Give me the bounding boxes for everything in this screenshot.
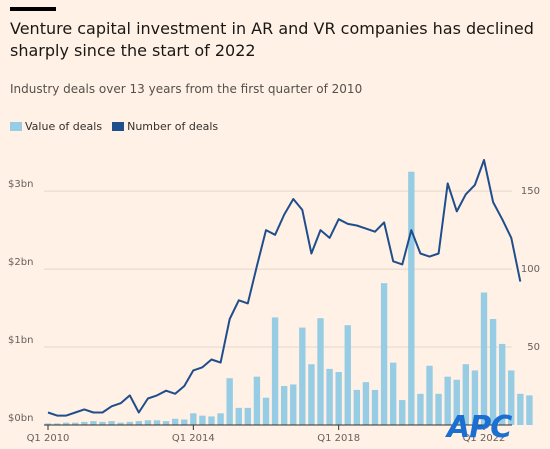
bar (526, 395, 533, 425)
y-right-tick-label: 150 (521, 186, 540, 197)
bar (317, 318, 324, 425)
bar (498, 343, 506, 425)
y-right-tick-label: 100 (521, 264, 540, 275)
bar (335, 372, 342, 425)
bar (44, 423, 52, 425)
bar (72, 422, 79, 425)
bar (217, 413, 224, 425)
bar (208, 416, 215, 425)
x-tick-label: Q1 2018 (317, 433, 360, 444)
x-tick-label: Q1 2014 (172, 433, 215, 444)
bar (162, 421, 170, 425)
legend-swatch-value (10, 122, 22, 131)
bar (353, 389, 361, 425)
y-left-tick-label: $1bn (8, 335, 33, 346)
bar (262, 397, 270, 425)
bar (389, 362, 397, 425)
bar (135, 421, 143, 425)
chart-subtitle: Industry deals over 13 years from the fi… (10, 82, 363, 96)
x-tick-label: Q1 2010 (27, 433, 70, 444)
bar (244, 407, 252, 425)
bar (99, 421, 106, 425)
bar (53, 423, 61, 425)
bar (480, 292, 488, 425)
bar (517, 393, 524, 425)
bar (453, 379, 460, 425)
bar (399, 400, 406, 425)
bar (489, 319, 497, 425)
bar-series-value (44, 171, 533, 425)
y-left-tick-label: $2bn (8, 257, 33, 268)
legend: Value of deals Number of deals (10, 120, 218, 133)
bar (271, 317, 279, 425)
bar (371, 389, 379, 425)
bar (426, 365, 433, 425)
bar (144, 420, 152, 425)
bar (308, 364, 315, 425)
bar (299, 327, 306, 425)
bar (108, 421, 115, 425)
bar (226, 378, 233, 425)
bar (408, 171, 415, 425)
bar (171, 418, 179, 425)
brand-bar (10, 7, 56, 11)
bar (81, 421, 88, 425)
chart-title: Venture capital investment in AR and VR … (10, 19, 534, 60)
bar (181, 419, 188, 425)
axes: $0bn $1bn $2bn $3bn 50 100 150 Q1 2010 Q1 2014 Q1… (8, 179, 540, 444)
bar (90, 421, 97, 425)
bar (126, 421, 133, 425)
bar (417, 393, 424, 425)
bar (344, 325, 351, 425)
legend-item-number: Number of deals (112, 120, 218, 133)
bar (471, 370, 479, 425)
bar (235, 407, 242, 425)
bar (380, 283, 388, 425)
y-right-tick-label: 50 (527, 342, 540, 353)
legend-item-value: Value of deals (10, 120, 102, 133)
legend-swatch-number (112, 122, 125, 131)
bar (280, 386, 288, 425)
bar (435, 393, 442, 425)
x-tick-label: Q1 2022 (463, 433, 506, 444)
bar (62, 422, 70, 425)
bar (462, 364, 470, 425)
legend-label-value: Value of deals (25, 120, 103, 133)
bar (444, 376, 451, 425)
y-left-tick-label: $3bn (8, 179, 33, 190)
bar (199, 415, 206, 425)
bar (362, 382, 370, 425)
bar (153, 420, 161, 425)
bar (117, 422, 124, 425)
legend-label-number: Number of deals (127, 120, 219, 133)
line-series-number (47, 159, 522, 417)
bar (508, 370, 515, 425)
bar (326, 368, 333, 425)
bar (290, 384, 297, 425)
bar (253, 376, 261, 425)
number-of-deals-line (47, 159, 522, 417)
bar (190, 413, 197, 425)
y-left-tick-label: $0bn (8, 413, 33, 424)
apc-logo: APC (447, 410, 512, 445)
